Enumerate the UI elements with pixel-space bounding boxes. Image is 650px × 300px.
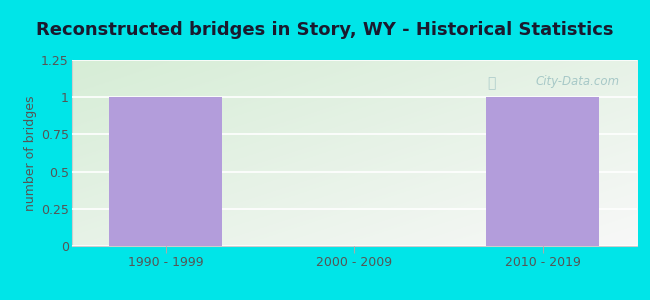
Text: Reconstructed bridges in Story, WY - Historical Statistics: Reconstructed bridges in Story, WY - His… xyxy=(36,21,614,39)
Bar xyxy=(109,97,222,246)
Y-axis label: number of bridges: number of bridges xyxy=(23,95,36,211)
Text: Ⓢ: Ⓢ xyxy=(487,76,495,90)
Bar xyxy=(486,97,599,246)
Text: City-Data.com: City-Data.com xyxy=(536,75,620,88)
